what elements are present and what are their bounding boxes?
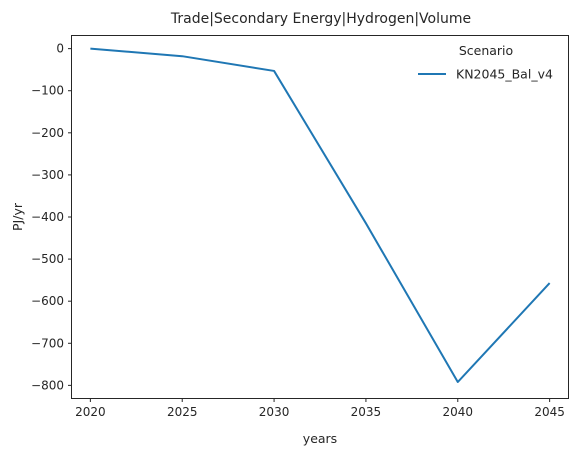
chart-title: Trade|Secondary Energy|Hydrogen|Volume <box>170 11 471 27</box>
legend-title: Scenario <box>459 43 513 58</box>
y-tick-label: −200 <box>31 126 64 140</box>
x-tick-label: 2035 <box>351 405 382 419</box>
x-tick-label: 2030 <box>259 405 290 419</box>
y-tick-label: −700 <box>31 336 64 350</box>
legend-entry-label: KN2045_Bal_v4 <box>456 67 553 82</box>
y-tick-label: −400 <box>31 210 64 224</box>
y-tick-label: −600 <box>31 294 64 308</box>
y-tick-label: −500 <box>31 252 64 266</box>
y-axis-label: PJ/yr <box>10 202 25 231</box>
x-axis-label: years <box>303 431 337 446</box>
series-layer <box>90 47 551 383</box>
x-tick-label: 2025 <box>167 405 198 419</box>
y-tick-label: −800 <box>31 378 64 392</box>
legend: Scenario KN2045_Bal_v4 <box>418 43 553 82</box>
x-tick-label: 2045 <box>534 405 565 419</box>
x-tick-label: 2040 <box>443 405 474 419</box>
x-axis: 2020 2025 2030 2035 2040 2045 <box>75 398 565 419</box>
y-axis: 0 −100 −200 −300 −400 −500 −600 −700 −800 <box>31 42 72 392</box>
x-tick-label: 2020 <box>75 405 106 419</box>
y-tick-label: −300 <box>31 168 64 182</box>
y-tick-label: 0 <box>56 42 64 56</box>
y-tick-label: −100 <box>31 84 64 98</box>
series-line <box>90 47 551 383</box>
